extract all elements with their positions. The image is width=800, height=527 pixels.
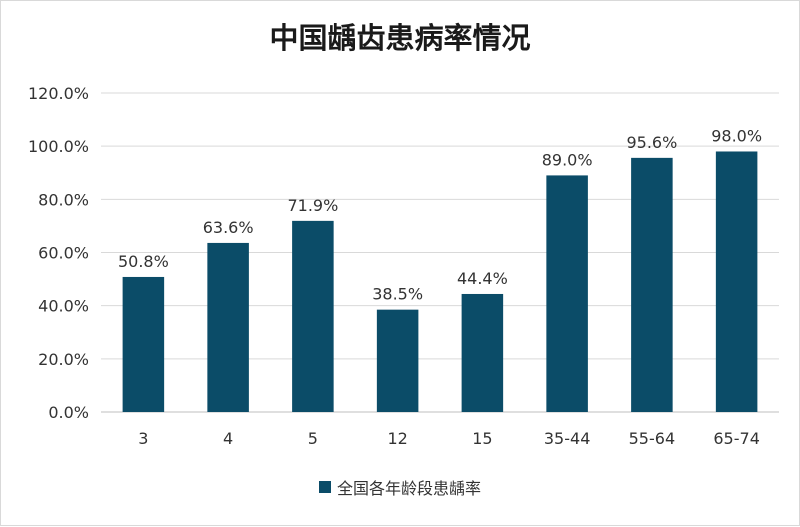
data-labels: 50.8% 63.6% 71.9% 38.5% 44.4% 89.0% 95.6% 98.0% (118, 126, 762, 303)
legend-swatch (318, 481, 331, 493)
bar (292, 220, 334, 412)
x-tick-label: 3 (138, 429, 148, 448)
y-tick-label: 120.0% (28, 84, 89, 103)
bars (122, 151, 758, 412)
y-tick-label: 100.0% (28, 137, 89, 156)
data-label: 98.0% (711, 126, 762, 145)
y-tick-label: 20.0% (38, 350, 89, 369)
bar (715, 151, 758, 412)
data-label: 44.4% (457, 269, 508, 288)
data-label: 95.6% (626, 133, 677, 152)
x-axis-ticks: 3 4 5 12 15 35-44 55-64 65-74 (138, 429, 760, 448)
data-label: 63.6% (203, 218, 254, 237)
x-tick-label: 65-74 (713, 429, 760, 448)
data-label: 89.0% (542, 150, 593, 169)
x-tick-label: 15 (472, 429, 492, 448)
y-tick-label: 0.0% (48, 403, 89, 422)
bar (631, 157, 673, 412)
x-tick-label: 55-64 (629, 429, 676, 448)
x-tick-label: 5 (308, 429, 318, 448)
data-label: 71.9% (287, 196, 338, 215)
bar (546, 175, 588, 412)
bar (122, 276, 165, 412)
y-axis-ticks: 0.0% 20.0% 40.0% 60.0% 80.0% 100.0% 120.0% (28, 84, 89, 422)
data-label: 38.5% (372, 285, 423, 304)
x-tick-label: 12 (387, 429, 407, 448)
bar (207, 242, 249, 412)
data-label: 50.8% (118, 252, 169, 271)
grid-lines (101, 92, 779, 413)
legend: 全国各年龄段患龋率 (1, 475, 799, 499)
x-tick-label: 4 (223, 429, 233, 448)
chart-title: 中国龋齿患病率情况 (269, 21, 531, 55)
x-tick-label: 35-44 (544, 429, 591, 448)
y-tick-label: 60.0% (38, 244, 89, 263)
legend-label: 全国各年龄段患龋率 (336, 479, 481, 498)
bar (376, 309, 419, 412)
y-tick-label: 80.0% (38, 190, 89, 209)
bar (461, 293, 504, 412)
y-tick-label: 40.0% (38, 297, 89, 316)
